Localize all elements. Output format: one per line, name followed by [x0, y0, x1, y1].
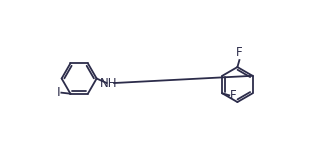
Text: I: I [57, 86, 60, 99]
Text: F: F [230, 89, 236, 102]
Text: F: F [236, 46, 243, 59]
Text: NH: NH [100, 77, 117, 90]
